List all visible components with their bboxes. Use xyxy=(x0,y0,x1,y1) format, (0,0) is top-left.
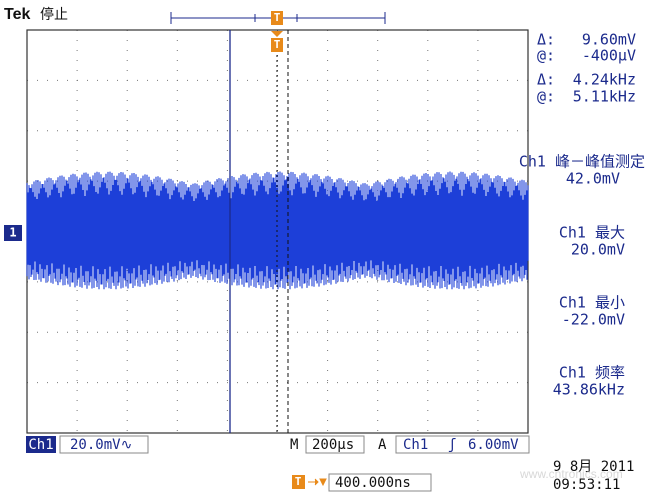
measurement-label: Ch1 频率 xyxy=(559,364,625,382)
measurement-value: -22.0mV xyxy=(562,311,625,329)
trigger-marker-text: T xyxy=(274,11,281,24)
measurement-value: 42.0mV xyxy=(566,170,620,188)
measurement-label: Ch1 最小 xyxy=(559,294,625,312)
measurement-label: Ch1 峰－峰值测定 xyxy=(519,153,645,171)
trigger-position: 400.000ns xyxy=(335,475,411,491)
readout-value: 4.24kHz xyxy=(573,71,636,89)
watermark: www.cntronics.com xyxy=(519,467,623,481)
channel-marker xyxy=(4,225,22,241)
channel-label: Ch1 xyxy=(28,437,53,453)
measurement-value: 43.86kHz xyxy=(553,381,625,399)
readout-symbol: Δ: xyxy=(537,31,555,49)
trigger-level: 6.00mV xyxy=(468,437,519,453)
trigger-marker-text: T xyxy=(274,38,281,51)
trigger-slope: ʃ xyxy=(448,437,456,453)
timebase: 200µs xyxy=(312,437,354,453)
cursor-readout: Δ: 9.60mV @: -400µV Δ: 4.24kHz @: 5.11kHz xyxy=(537,31,636,106)
trigger-position-arrow xyxy=(308,478,327,487)
time: 09:53:11 xyxy=(553,477,620,493)
measurement-label: Ch1 最大 xyxy=(559,224,625,242)
vertical-scale: 20.0mV∿ xyxy=(70,437,132,453)
trigger-position-box xyxy=(328,473,432,492)
readout-value: 5.11kHz xyxy=(573,88,636,106)
trigger-box xyxy=(395,435,530,454)
channel-marker-text: 1 xyxy=(9,226,16,240)
measurement-value: 20.0mV xyxy=(571,241,625,259)
brand: Tek xyxy=(4,6,30,23)
readout-value: 9.60mV xyxy=(582,31,636,49)
scale-box xyxy=(59,435,149,454)
readout-value: -400µV xyxy=(582,47,636,65)
timebase-box xyxy=(305,435,365,454)
trigger-marker xyxy=(271,38,283,52)
readout-symbol: @: xyxy=(537,47,555,65)
trigger-source: Ch1 xyxy=(403,437,428,453)
channel-box xyxy=(26,436,56,453)
readout-symbol: @: xyxy=(537,88,555,106)
readout-symbol: Δ: xyxy=(537,71,555,89)
status: 停止 xyxy=(40,6,68,23)
date: 9 8月 2011 xyxy=(553,459,634,475)
trigger-marker xyxy=(271,11,283,25)
trigger-label: A xyxy=(378,437,387,453)
trigger-arrow xyxy=(271,31,283,37)
trigger-position-marker-text: T xyxy=(295,475,302,488)
timebase-label: M xyxy=(290,437,298,453)
trigger-position-marker xyxy=(292,475,305,489)
